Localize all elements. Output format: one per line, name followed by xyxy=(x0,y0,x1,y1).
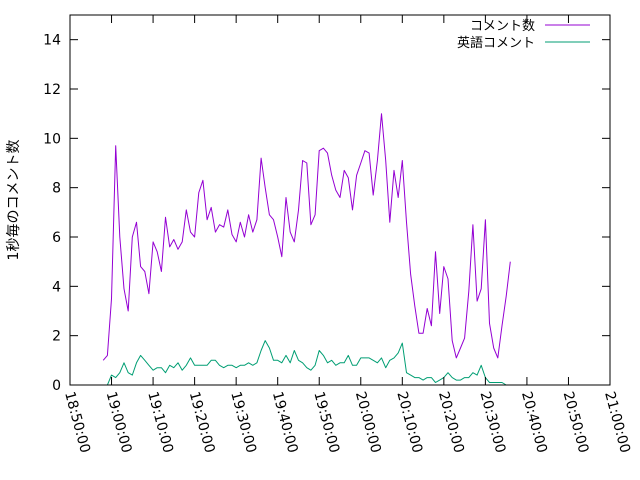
y-tick-label: 14 xyxy=(43,33,61,49)
y-axis-title: 1秒毎のコメント数 xyxy=(6,140,22,261)
plot-frame xyxy=(69,14,611,386)
y-tick-label: 6 xyxy=(52,230,61,246)
y-tick-label: 2 xyxy=(52,329,61,345)
series-line-comments xyxy=(102,113,511,361)
legend-label: 英語コメント xyxy=(457,35,535,51)
y-tick-label: 4 xyxy=(52,279,61,295)
y-tick-label: 10 xyxy=(43,131,61,147)
y-tick-label: 8 xyxy=(52,181,61,197)
series-line-english-comments xyxy=(106,340,507,386)
y-tick-label: 12 xyxy=(43,82,61,98)
legend-label: コメント数 xyxy=(470,19,535,34)
y-tick-label: 0 xyxy=(52,378,61,394)
series-layer xyxy=(102,113,511,386)
